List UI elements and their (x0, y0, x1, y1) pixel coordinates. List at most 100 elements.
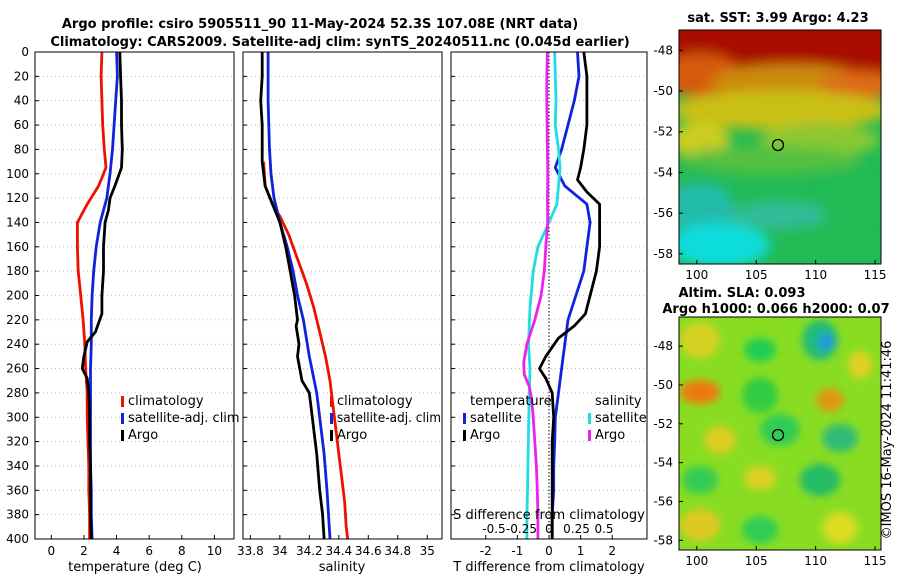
map-y-tick-label: -58 (653, 533, 673, 547)
salinity-frame (242, 51, 443, 540)
s-tick-label: 0 (545, 522, 553, 536)
map-x-tick-label: 105 (745, 268, 768, 282)
s-tick-label: -0.25 (506, 522, 537, 536)
legend-swatch-satellite (330, 413, 333, 424)
x-tick-label: 6 (145, 544, 153, 558)
s-difference-label: S difference from climatology (453, 508, 645, 523)
legend-salinity-header: salinity (595, 394, 642, 409)
s-tick-label: 0.5 (594, 522, 613, 536)
s-tick-label: -0.5 (482, 522, 505, 536)
imos-watermark: ©IMOS 16-May-2024 11:41:46 (880, 341, 895, 540)
temperature-grid (35, 51, 234, 540)
depth-tick-label: 140 (6, 215, 29, 229)
series-line-satellite-adj-clim (266, 52, 332, 540)
salinity-panel: 33.8 34 34.2 34.4 34.6 34.8 35 salinity climat… (237, 51, 443, 575)
difference-s-axis: -0.5 -0.25 0 0.25 0.5 (482, 522, 613, 536)
depth-tick-label: 120 (6, 191, 29, 205)
map-y-tick-label: -52 (653, 417, 673, 431)
sla-map-title-line-2: Argo h1000: 0.066 h2000: 0.07 (662, 302, 889, 317)
temperature-panel: 0204060801001201401601802002202402602803… (6, 45, 240, 575)
x-tick-label: 2 (80, 544, 88, 558)
sst-map-title: sat. SST: 3.99 Argo: 4.23 (687, 11, 868, 26)
series-line-s-satellite (525, 51, 562, 539)
legend-climatology: climatology (337, 394, 413, 409)
series-line-argo (259, 52, 326, 540)
map-y-tick-label: -52 (653, 125, 673, 139)
series-line-argo (80, 51, 124, 540)
legend-satellite-adj: satellite-adj. clim (337, 411, 441, 426)
map-x-tick-label: 105 (745, 554, 768, 568)
temperature-lines (76, 51, 124, 540)
x-tick-label: 35 (420, 544, 435, 558)
map-y-tick-label: -58 (653, 247, 673, 261)
map-x-tick-label: 110 (804, 268, 827, 282)
depth-tick-label: 400 (6, 532, 29, 546)
depth-tick-label: 80 (14, 142, 29, 156)
depth-tick-label: 320 (6, 435, 29, 449)
depth-tick-label: 200 (6, 289, 29, 303)
salinity-legend: climatology satellite-adj. clim Argo (330, 394, 441, 443)
x-tick-label: 34.2 (296, 544, 323, 558)
map-y-tick-label: -48 (653, 339, 673, 353)
title-line-1: Argo profile: csiro 5905511_90 11-May-20… (62, 17, 578, 32)
sst-heatmap (679, 30, 881, 264)
argo-position-marker (771, 428, 785, 442)
legend-satellite-adj: satellite-adj. clim (128, 411, 240, 426)
x-tick-label: 1 (577, 544, 585, 558)
depth-tick-label: 340 (6, 459, 29, 473)
map-y-tick-label: -50 (653, 378, 673, 392)
x-tick-label: 10 (207, 544, 222, 558)
map-x-tick-label: 115 (864, 268, 887, 282)
legend-swatch-t-satellite (463, 413, 466, 424)
salinity-grid (243, 51, 442, 540)
x-tick-label: 2 (608, 544, 616, 558)
map-x-tick-label: 100 (685, 268, 708, 282)
x-tick-label: 8 (178, 544, 186, 558)
map-x-tick-label: 115 (864, 554, 887, 568)
title-line-2: Climatology: CARS2009. Satellite-adj cli… (50, 35, 629, 50)
x-tick-label: 33.8 (237, 544, 264, 558)
series-line-t-argo (538, 51, 601, 539)
temperature-legend: climatology satellite-adj. clim Argo (121, 394, 240, 443)
argo-position-marker (771, 138, 785, 152)
t-difference-xlabel: T difference from climatology (452, 560, 645, 575)
depth-tick-label: 100 (6, 167, 29, 181)
difference-legend: temperature satellite Argo salinity sate… (463, 394, 647, 443)
temperature-x-axis: 0 2 4 6 8 10 (35, 51, 222, 558)
depth-tick-label: 180 (6, 264, 29, 278)
legend-climatology: climatology (128, 394, 204, 409)
legend-argo: Argo (128, 428, 158, 443)
legend-temperature-header: temperature (470, 394, 552, 409)
x-tick-label: 0 (545, 544, 553, 558)
legend-swatch-climatology (121, 396, 124, 407)
depth-tick-label: 360 (6, 483, 29, 497)
map-y-tick-label: -48 (653, 43, 673, 57)
legend-argo: Argo (337, 428, 367, 443)
legend-swatch-s-satellite (588, 413, 591, 424)
sst-map-panel: sat. SST: 3.99 Argo: 4.23 100 105 110 115 -4… (653, 11, 886, 282)
x-tick-label: 4 (113, 544, 121, 558)
series-line-t-satellite (550, 51, 592, 539)
temperature-frame (34, 51, 235, 540)
sla-map-title-line-1: Altim. SLA: 0.093 (679, 286, 806, 301)
x-tick-label: 34 (272, 544, 287, 558)
x-tick-label: 34.6 (355, 544, 382, 558)
x-tick-label: 34.8 (384, 544, 411, 558)
legend-s-satellite: satellite (595, 411, 647, 426)
salinity-lines (259, 52, 350, 540)
depth-tick-label: 280 (6, 386, 29, 400)
sst-map-frame (678, 29, 882, 265)
difference-panel: -2 -1 0 1 2 -0.5 -0.25 0 0.25 0.5 S difference f… (450, 51, 648, 575)
series-line-climatology (262, 161, 350, 540)
legend-swatch-argo (121, 430, 124, 441)
sst-map-axes: 100 105 110 115 -48 -50 -52 -54 -56 -58 (653, 43, 886, 282)
x-tick-label: -1 (511, 544, 523, 558)
legend-s-argo: Argo (595, 428, 625, 443)
sla-map-frame (678, 316, 882, 551)
difference-lines (522, 51, 601, 539)
legend-t-satellite: satellite (470, 411, 522, 426)
depth-tick-label: 260 (6, 362, 29, 376)
legend-swatch-s-argo (588, 430, 591, 441)
x-tick-label: -2 (480, 544, 492, 558)
difference-grid (451, 51, 647, 540)
